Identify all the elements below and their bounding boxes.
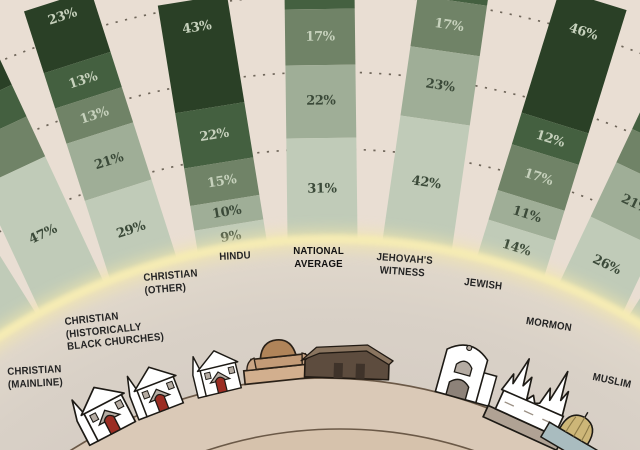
group-label-christian-other: CHRISTIAN (OTHER) <box>143 267 199 297</box>
group-label-hindu: HINDU <box>219 249 252 263</box>
group-label-muslim: MUSLIM <box>591 371 633 391</box>
group-label-christian-hist-black: CHRISTIAN (HISTORICALLY BLACK CHURCHES) <box>64 310 165 353</box>
glow-ring <box>0 234 640 342</box>
group-label-jehovahs-witness: JEHOVAH'S WITNESS <box>376 251 434 279</box>
group-label-christian-mainline: CHRISTIAN (MAINLINE) <box>7 363 64 391</box>
ground-line <box>205 428 475 450</box>
group-label-mormon: MORMON <box>525 315 573 335</box>
group-label-jewish: JEWISH <box>463 276 503 293</box>
group-label-national-average: NATIONAL AVERAGE <box>293 245 344 270</box>
